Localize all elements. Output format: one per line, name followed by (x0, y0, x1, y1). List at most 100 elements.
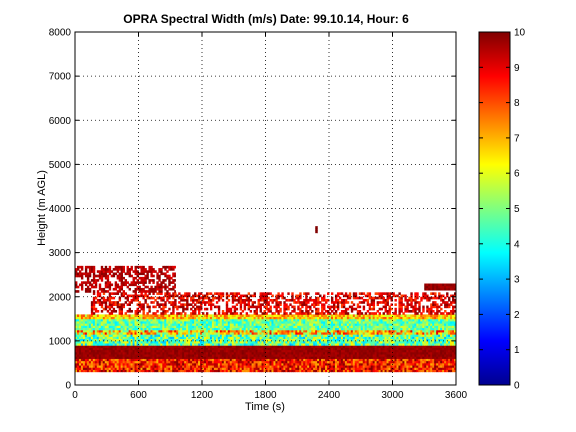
heatmap-cell (414, 345, 417, 348)
heatmap-cell (346, 349, 350, 353)
heatmap-cell (112, 367, 116, 370)
heatmap-cell (422, 323, 425, 326)
heatmap-cell (196, 369, 199, 373)
heatmap-cell (196, 340, 199, 344)
heatmap-cell (152, 369, 155, 373)
heatmap-cell (194, 362, 197, 366)
heatmap-cell (162, 338, 165, 342)
heatmap-cell (400, 325, 403, 329)
heatmap-cell (114, 343, 118, 346)
heatmap-cell (273, 347, 276, 351)
heatmap-cell (225, 356, 229, 359)
heatmap-cell (118, 360, 122, 364)
heatmap-cell (287, 329, 290, 333)
heatmap-cell (106, 318, 110, 322)
heatmap-cell (243, 351, 247, 355)
heatmap-cell (245, 338, 249, 342)
heatmap-cell (400, 347, 403, 351)
heatmap-cell (269, 314, 272, 318)
heatmap-cell (130, 354, 133, 357)
heatmap-cell (221, 356, 225, 359)
heatmap-cell (404, 325, 407, 329)
heatmap-cell (321, 362, 324, 366)
heatmap-cell (325, 314, 328, 318)
heatmap-cell (327, 367, 330, 370)
heatmap-cell (344, 336, 348, 340)
heatmap-cell (336, 360, 340, 364)
heatmap-cell (380, 351, 383, 355)
heatmap-cell (382, 351, 385, 355)
heatmap-cell (186, 316, 189, 320)
heatmap-cell (251, 336, 254, 340)
heatmap-cell (118, 340, 122, 344)
heatmap-cell (354, 321, 358, 324)
heatmap-cell (287, 314, 290, 318)
heatmap-cell (100, 316, 104, 320)
heatmap-cell (287, 323, 290, 326)
heatmap-cell (301, 343, 304, 346)
heatmap-cell (120, 369, 124, 373)
heatmap-cell (291, 340, 294, 344)
heatmap-cell (346, 316, 350, 320)
heatmap-cell (96, 336, 100, 340)
heatmap-cell (263, 334, 266, 337)
heatmap-cell (418, 369, 421, 373)
heatmap-cell (301, 325, 304, 329)
heatmap-cell (237, 349, 241, 353)
heatmap-cell (424, 360, 427, 364)
heatmap-cell (203, 323, 207, 326)
heatmap-cell (380, 318, 383, 322)
heatmap-cell (130, 369, 133, 373)
heatmap-cell (336, 327, 340, 331)
heatmap-cell (96, 323, 100, 326)
heatmap-cell (386, 338, 389, 342)
heatmap-cell (293, 323, 296, 326)
heatmap-cell (154, 332, 157, 335)
heatmap-cell (388, 327, 391, 331)
heatmap-cell (241, 365, 245, 368)
heatmap-cell (108, 369, 112, 373)
heatmap-cell (303, 365, 306, 368)
heatmap-cell (424, 349, 427, 353)
heatmap-cell (295, 349, 298, 353)
heatmap-cell (432, 367, 435, 370)
heatmap-cell (289, 314, 292, 318)
heatmap-cell (384, 345, 387, 348)
heatmap-cell (233, 354, 237, 357)
heatmap-cell (156, 336, 159, 340)
heatmap-cell (124, 338, 127, 342)
heatmap-cell (348, 332, 352, 335)
heatmap-cell (315, 345, 318, 348)
heatmap-cell (245, 356, 249, 359)
heatmap-cell (287, 351, 290, 355)
heatmap-cell (180, 351, 183, 355)
heatmap-cell (146, 343, 149, 346)
heatmap-cell (229, 365, 233, 368)
heatmap-cell (400, 336, 403, 340)
heatmap-cell (444, 367, 447, 370)
heatmap-cell (406, 356, 409, 359)
heatmap-cell (144, 318, 147, 322)
heatmap-cell (418, 323, 421, 326)
heatmap-cell (342, 347, 346, 351)
heatmap-cell (184, 362, 187, 366)
heatmap-cell (132, 318, 135, 322)
heatmap-cell (362, 323, 366, 326)
heatmap-cell (277, 362, 280, 366)
heatmap-cell (223, 347, 227, 351)
heatmap-cell (168, 343, 171, 346)
heatmap-cell (346, 345, 350, 348)
heatmap-cell (203, 334, 207, 337)
heatmap-cell (209, 345, 213, 348)
heatmap-cell (209, 349, 213, 353)
heatmap-cell (106, 367, 110, 370)
heatmap-cell (170, 323, 173, 326)
heatmap-cell (319, 336, 322, 340)
heatmap-cell (98, 325, 102, 329)
heatmap-cell (305, 334, 308, 337)
heatmap-cell (265, 318, 268, 322)
heatmap-cell (170, 358, 173, 362)
heatmap-cell (134, 345, 137, 348)
heatmap-cell (438, 332, 441, 335)
heatmap-cell (148, 345, 151, 348)
